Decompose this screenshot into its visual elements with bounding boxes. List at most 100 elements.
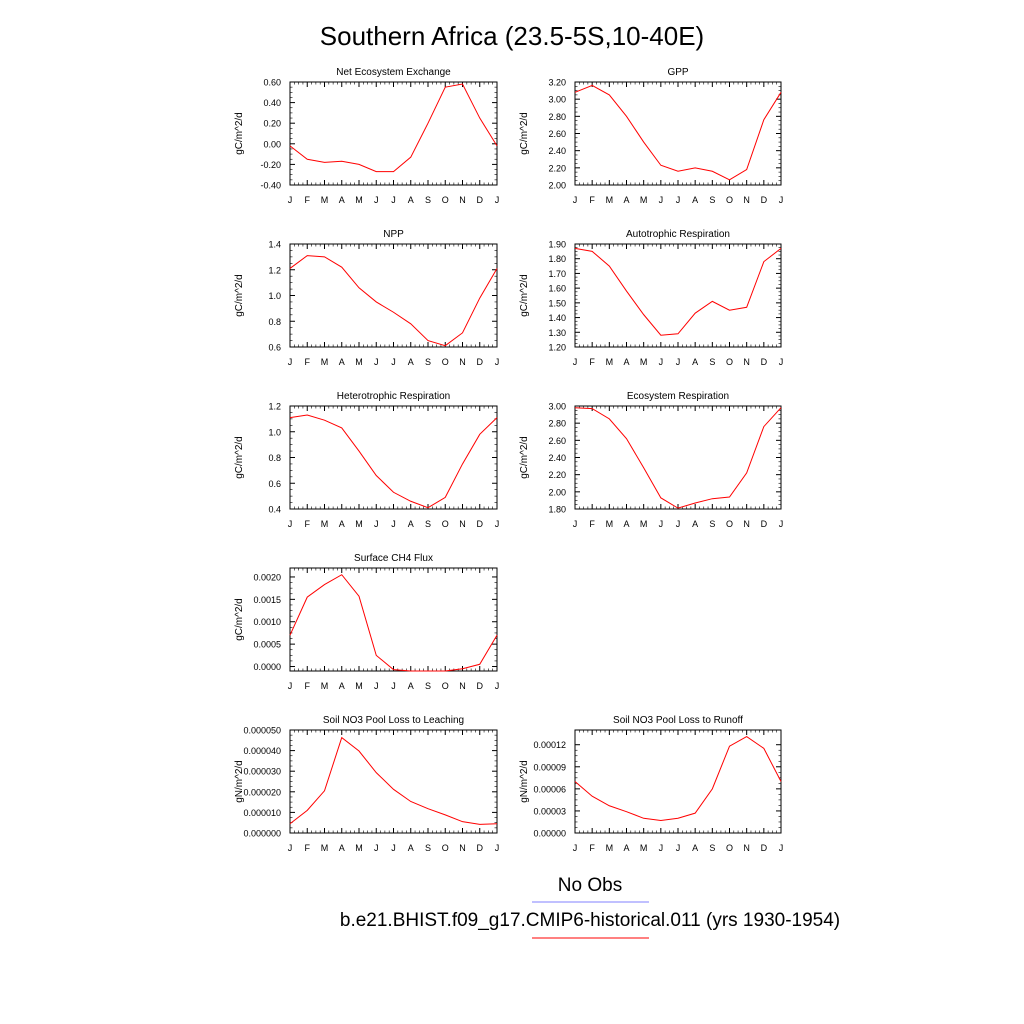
chart-6-xtick-label: M (606, 519, 614, 529)
chart-2-xtick-label: J (676, 195, 681, 205)
chart-4-xtick-label: D (761, 357, 768, 367)
chart-7-xtick-label: N (459, 681, 466, 691)
chart-1-xtick-label: N (459, 195, 466, 205)
chart-6-xtick-label: J (573, 519, 578, 529)
chart-3-ytick-label: 1.0 (268, 291, 281, 301)
chart-7-xtick-label: J (288, 681, 293, 691)
chart-7-xtick-label: S (425, 681, 431, 691)
chart-8-xtick-label: A (408, 843, 414, 853)
chart-3-xtick-label: N (459, 357, 466, 367)
chart-9-xtick-label: J (659, 843, 664, 853)
chart-2-xtick-label: A (692, 195, 698, 205)
chart-2-xtick-label: J (573, 195, 578, 205)
chart-3-frame (289, 243, 498, 348)
chart-4-ytick-label: 1.80 (548, 254, 566, 264)
chart-9-series-line (574, 736, 782, 821)
chart-2-xtick-label: D (761, 195, 768, 205)
chart-1-frame (289, 81, 498, 186)
chart-4-ytick-label: 1.20 (548, 343, 566, 353)
chart-5-xtick-label: J (391, 519, 396, 529)
chart-8-xtick-label: N (459, 843, 466, 853)
chart-5-series-line (289, 414, 498, 509)
chart-7-xtick-label: J (391, 681, 396, 691)
chart-5-xtick-label: J (495, 519, 500, 529)
chart-2-xtick-label: F (589, 195, 595, 205)
chart-4-ytick-label: 1.60 (548, 284, 566, 294)
chart-4-ylabel: gC/m^2/d (519, 274, 530, 317)
chart-8-ylabel: gN/m^2/d (234, 760, 245, 803)
chart-9-xtick-label: M (606, 843, 614, 853)
chart-3-xtick-label: M (321, 357, 329, 367)
chart-6-ylabel: gC/m^2/d (519, 436, 530, 479)
chart-1-xtick-label: J (288, 195, 293, 205)
chart-2-series-line (574, 84, 782, 181)
chart-7-ytick-label: 0.0015 (253, 595, 281, 605)
chart-2-ytick-label: 3.00 (548, 95, 566, 105)
chart-1-xtick-label: D (477, 195, 484, 205)
chart-2-xtick-label: A (623, 195, 629, 205)
chart-4-frame (574, 243, 782, 348)
chart-6-ytick-label: 3.00 (548, 402, 566, 412)
chart-6-frame (574, 405, 782, 510)
chart-8-ytick-label: 0.000010 (243, 808, 281, 818)
chart-1-xtick-label: M (355, 195, 363, 205)
chart-3-xtick-label: O (442, 357, 449, 367)
chart-7-xtick-label: M (355, 681, 363, 691)
chart-3-ylabel: gC/m^2/d (234, 274, 245, 317)
chart-9-ytick-label: 0.00000 (533, 829, 566, 839)
chart-9-xtick-label: A (692, 843, 698, 853)
chart-1-xtick-label: F (305, 195, 311, 205)
chart-3-xtick-label: M (355, 357, 363, 367)
chart-2-ytick-label: 3.20 (548, 78, 566, 88)
legend-label-obs: No Obs (558, 875, 622, 896)
chart-2-ytick-label: 2.60 (548, 129, 566, 139)
legend-label-model: b.e21.BHIST.f09_g17.CMIP6-historical.011… (340, 910, 840, 931)
chart-3-ytick-label: 1.2 (268, 265, 281, 275)
chart-4-xtick-label: J (779, 357, 784, 367)
chart-6-xtick-label: O (726, 519, 733, 529)
chart-9-xtick-label: J (676, 843, 681, 853)
chart-2-xtick-label: J (659, 195, 664, 205)
chart-6-series-line (574, 407, 782, 509)
chart-6-ytick-label: 2.40 (548, 453, 566, 463)
chart-5-ytick-label: 0.8 (268, 453, 281, 463)
chart-4-xtick-label: N (743, 357, 750, 367)
chart-7-ytick-label: 0.0020 (253, 572, 281, 582)
chart-2-xtick-label: M (640, 195, 648, 205)
chart-6-xtick-label: A (692, 519, 698, 529)
chart-6-xtick-label: S (709, 519, 715, 529)
chart-9-xtick-label: M (640, 843, 648, 853)
chart-7-ytick-label: 0.0000 (253, 662, 281, 672)
chart-6-xtick-label: J (659, 519, 664, 529)
chart-9-frame (574, 729, 782, 834)
chart-8-ytick-label: 0.000000 (243, 829, 281, 839)
chart-8-xtick-label: O (442, 843, 449, 853)
chart-1-xtick-label: J (391, 195, 396, 205)
chart-1-series-line (289, 83, 498, 173)
chart-3-ytick-label: 0.8 (268, 317, 281, 327)
chart-1-xtick-label: J (495, 195, 500, 205)
chart-4-xtick-label: J (573, 357, 578, 367)
chart-2-ytick-label: 2.20 (548, 163, 566, 173)
chart-7-xtick-label: M (321, 681, 329, 691)
chart-1-title: Net Ecosystem Exchange (336, 67, 451, 78)
chart-8-xtick-label: J (374, 843, 379, 853)
chart-6-xtick-label: N (743, 519, 750, 529)
chart-8-xtick-label: J (495, 843, 500, 853)
chart-5-ytick-label: 0.4 (268, 505, 281, 515)
chart-3-xtick-label: A (408, 357, 414, 367)
chart-1-ytick-label: 0.40 (263, 98, 281, 108)
chart-6-xtick-label: D (761, 519, 768, 529)
chart-5-xtick-label: S (425, 519, 431, 529)
chart-4-xtick-label: J (659, 357, 664, 367)
chart-7-xtick-label: A (339, 681, 345, 691)
chart-3-xtick-label: J (374, 357, 379, 367)
chart-5-xtick-label: F (305, 519, 311, 529)
chart-5-xtick-label: D (477, 519, 484, 529)
chart-8-ytick-label: 0.000020 (243, 787, 281, 797)
